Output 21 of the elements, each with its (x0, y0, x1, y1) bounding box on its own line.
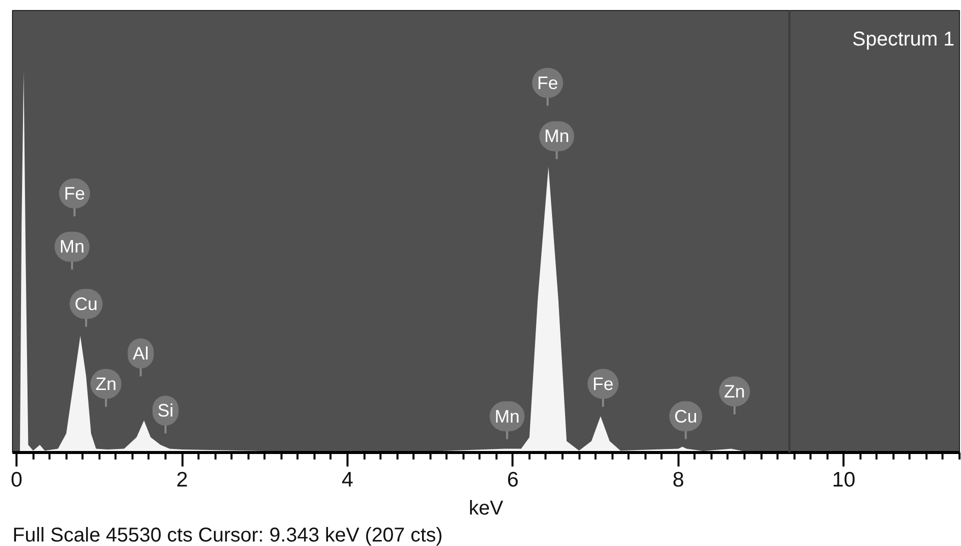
chart-title: Spectrum 1 (852, 28, 954, 50)
x-axis-title: keV (468, 498, 504, 520)
x-tick-label: 8 (672, 468, 684, 492)
annotation: Mn (544, 126, 570, 146)
annotation: Fe (64, 183, 86, 204)
annotation: Mn (494, 406, 520, 426)
x-tick-label: 0 (10, 468, 22, 492)
annotation: Zn (724, 382, 746, 402)
annotation: Al (132, 343, 149, 364)
annotation: Cu (674, 406, 698, 426)
x-tick-label: 10 (832, 468, 856, 492)
annotation: Fe (592, 374, 614, 394)
annotation: Mn (60, 236, 85, 257)
text: Full Scale 45530 cts Cursor: 9.343 keV (207 cts) (12, 524, 443, 546)
annotation: Si (158, 400, 174, 421)
annotation: Zn (95, 374, 116, 394)
x-tick-label: 4 (342, 468, 354, 492)
x-tick-label: 6 (507, 468, 519, 492)
annotation: Fe (537, 72, 558, 93)
annotation: Cu (74, 294, 98, 314)
x-tick-label: 2 (176, 468, 188, 492)
